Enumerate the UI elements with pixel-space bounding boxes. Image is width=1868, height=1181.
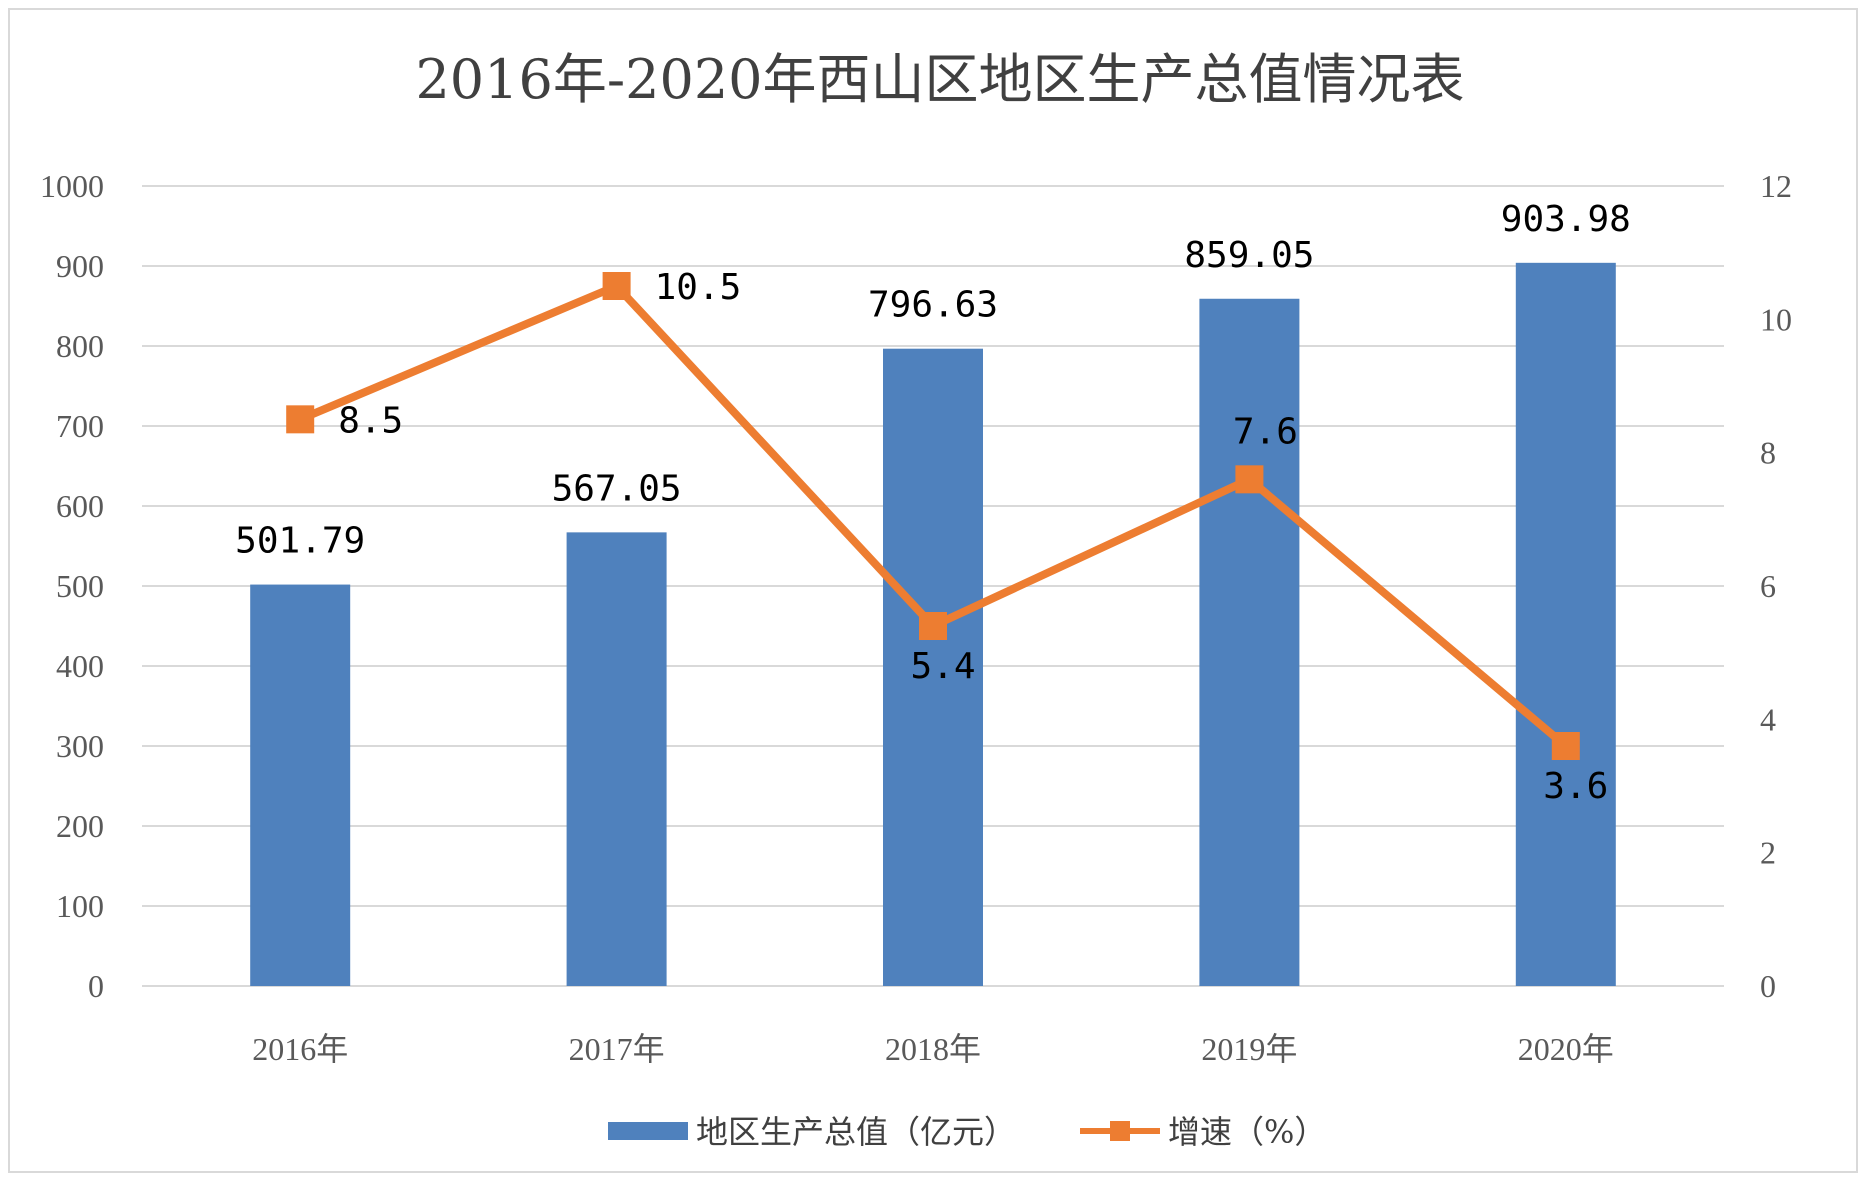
right-axis-ticks: 0 2 4 6 8 10 12 xyxy=(1760,168,1792,1004)
right-tick-label: 0 xyxy=(1760,968,1776,1004)
line-data-label: 10.5 xyxy=(655,267,742,308)
x-tick-label: 2020年 xyxy=(1518,1031,1614,1067)
line-marker xyxy=(1235,465,1264,494)
x-axis-ticks: 2016年 2017年 2018年 2019年 2020年 xyxy=(252,1031,1614,1067)
line-marker xyxy=(1551,732,1580,760)
left-tick-label: 900 xyxy=(56,248,104,284)
legend-marker-growth xyxy=(1110,1121,1130,1141)
left-tick-label: 200 xyxy=(56,808,104,844)
legend-label-growth: 增速（%） xyxy=(1168,1113,1326,1151)
line-data-label: 7.6 xyxy=(1233,411,1298,452)
right-tick-label: 12 xyxy=(1760,168,1792,204)
bar-series xyxy=(250,262,1616,986)
line-data-label: 3.6 xyxy=(1543,766,1608,807)
left-tick-label: 100 xyxy=(56,888,104,924)
bar-data-label: 567.05 xyxy=(552,468,682,509)
right-tick-label: 8 xyxy=(1760,435,1776,471)
bar xyxy=(1199,298,1300,986)
left-tick-label: 800 xyxy=(56,328,104,364)
bar-data-label: 501.79 xyxy=(235,521,365,562)
left-tick-label: 0 xyxy=(88,968,104,1004)
legend-label-gdp: 地区生产总值（亿元） xyxy=(696,1113,1016,1151)
line-series xyxy=(286,272,1580,760)
legend: 地区生产总值（亿元） 增速（%） xyxy=(608,1113,1326,1151)
gridlines xyxy=(142,185,1724,987)
bar-data-label: 903.98 xyxy=(1501,199,1631,240)
line-data-label: 5.4 xyxy=(910,646,975,687)
bar-data-labels: 501.79 567.05 796.63 859.05 903.98 xyxy=(235,199,1631,562)
line-marker xyxy=(286,405,315,434)
line-marker xyxy=(919,612,947,640)
x-tick-label: 2018年 xyxy=(885,1031,981,1067)
bar xyxy=(250,584,351,986)
legend-swatch-gdp xyxy=(608,1122,688,1140)
left-tick-label: 600 xyxy=(56,488,104,524)
bar-data-label: 796.63 xyxy=(868,285,998,326)
line-data-label: 8.5 xyxy=(338,400,403,441)
line-marker xyxy=(602,272,631,300)
left-tick-label: 300 xyxy=(56,728,104,764)
left-tick-label: 400 xyxy=(56,648,104,684)
left-tick-label: 1000 xyxy=(40,168,104,204)
line-data-labels: 8.5 10.5 5.4 7.6 3.6 xyxy=(338,267,1608,807)
right-tick-label: 2 xyxy=(1760,835,1776,871)
left-axis-ticks: 0 100 200 300 400 500 600 700 800 900 1000 xyxy=(40,168,104,1004)
left-tick-label: 500 xyxy=(56,568,104,604)
right-tick-label: 4 xyxy=(1760,701,1776,737)
x-tick-label: 2016年 xyxy=(252,1031,348,1067)
bar xyxy=(1515,262,1616,986)
left-tick-label: 700 xyxy=(56,408,104,444)
right-tick-label: 6 xyxy=(1760,568,1776,604)
bar xyxy=(883,348,983,986)
x-tick-label: 2019年 xyxy=(1201,1031,1297,1067)
right-tick-label: 10 xyxy=(1760,301,1792,337)
bar xyxy=(566,532,667,986)
bar-data-label: 859.05 xyxy=(1184,235,1314,276)
chart-title: 2016年-2020年西山区地区生产总值情况表 xyxy=(415,48,1464,111)
x-tick-label: 2017年 xyxy=(569,1031,665,1067)
